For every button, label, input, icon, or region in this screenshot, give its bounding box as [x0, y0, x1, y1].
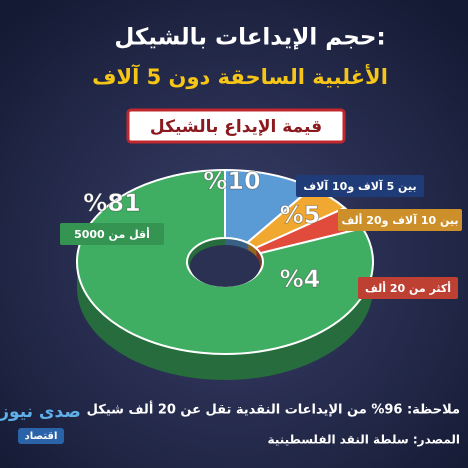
value-label: %5 — [280, 201, 321, 229]
chart-subtitle: الأغلبية الساحقة دون 5 آلاف — [92, 63, 388, 89]
category-label: بين 10 آلاف و20 ألف — [341, 213, 458, 227]
logo-tag — [18, 428, 64, 444]
value-label: %4 — [280, 265, 321, 293]
category-label: أكثر من 20 ألف — [365, 281, 451, 295]
legend-title: قيمة الإيداع بالشيكل — [150, 117, 322, 137]
category-box — [338, 209, 462, 231]
category-label: أقل من 5000 — [74, 227, 150, 241]
legend-title-box — [126, 108, 346, 144]
value-label: %10 — [203, 167, 260, 195]
donut-hole — [190, 245, 260, 287]
value-label: %81 — [83, 189, 140, 217]
source: المصدر: سلطة النقد الفلسطينية — [268, 433, 460, 447]
chart-title: حجم الإيداعات بالشيكل: — [114, 25, 385, 51]
category-label: بين 5 آلاف و10 آلاف — [303, 179, 416, 193]
logo-name: صدى نيوز — [0, 402, 81, 422]
category-box — [60, 223, 164, 245]
category-box — [358, 277, 458, 299]
note: ملاحظة: 96% من الإيداعات النقدية تقل عن … — [87, 401, 460, 418]
logo-section: اقتصاد — [25, 431, 58, 442]
category-box — [296, 175, 424, 197]
